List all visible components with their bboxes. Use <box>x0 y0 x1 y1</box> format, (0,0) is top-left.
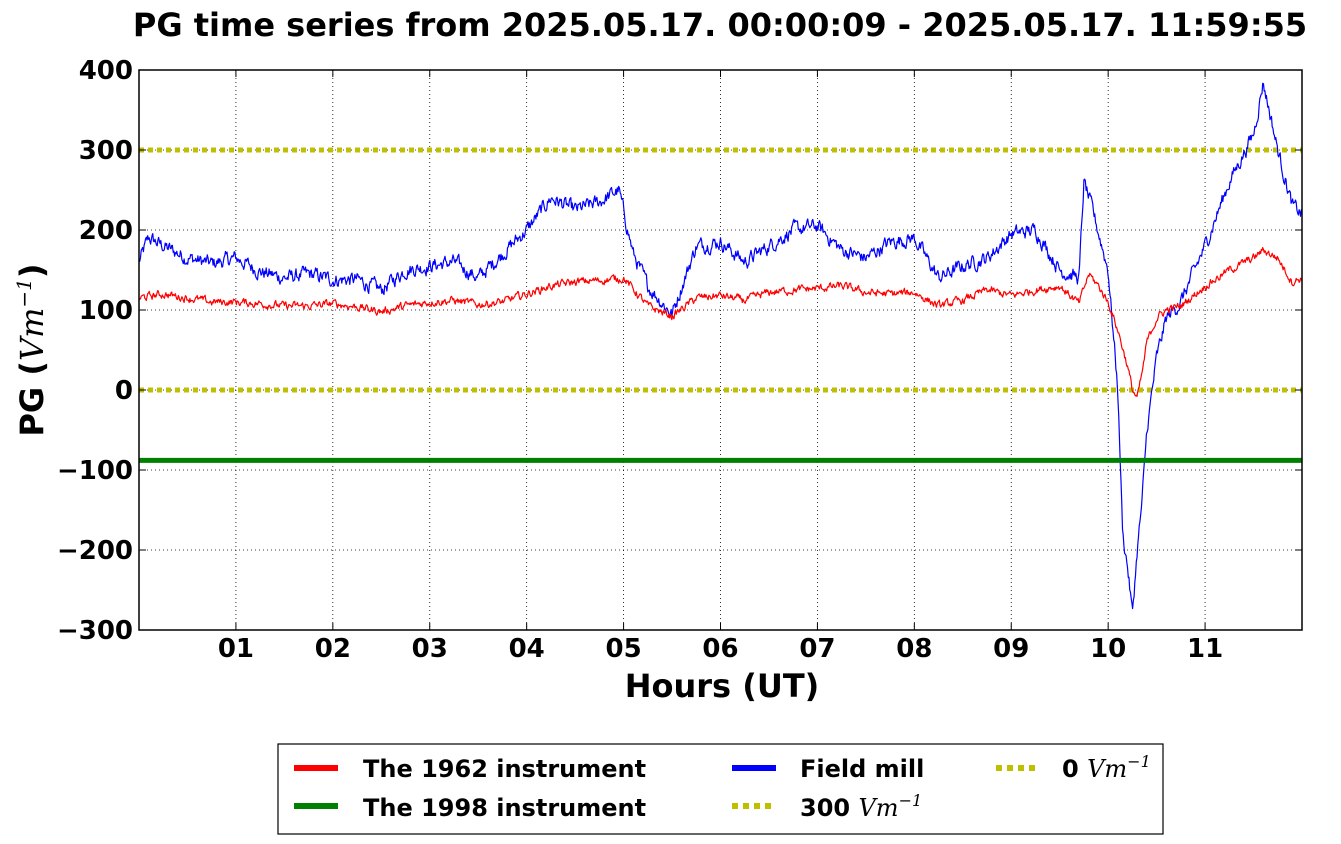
legend: The 1962 instrument The 1998 instrument … <box>277 743 1164 835</box>
legend-300-value: 300 <box>800 794 850 822</box>
y-axis-label-prefix: PG ( <box>13 361 51 436</box>
x-tick-label: 09 <box>993 634 1029 664</box>
series-line-1962 <box>138 247 1303 397</box>
legend-label-0: 0 Vm−1 <box>1062 752 1151 783</box>
legend-label-field-mill: Field mill <box>800 755 924 783</box>
x-tick-label: 08 <box>896 634 932 664</box>
legend-300-exp: −1 <box>899 791 923 810</box>
x-tick-label: 02 <box>315 634 351 664</box>
x-tick-label: 06 <box>702 634 738 664</box>
series-line-field-mill <box>138 82 1303 610</box>
y-axis-label: PG (Vm−1) <box>12 263 51 436</box>
legend-0-unit: Vm <box>1087 755 1127 783</box>
legend-0-exp: −1 <box>1127 752 1151 771</box>
legend-frame <box>277 743 1164 835</box>
y-tick-label: −300 <box>57 616 133 646</box>
legend-label-1962: The 1962 instrument <box>363 755 646 783</box>
x-tick-label: 05 <box>605 634 641 664</box>
y-axis-ticks: −300 −200 −100 0 100 200 300 400 <box>57 56 1302 646</box>
y-axis-label-unit: Vm <box>13 308 51 361</box>
grid-lines <box>139 69 1302 631</box>
y-tick-label: 400 <box>79 56 133 86</box>
x-tick-label: 07 <box>799 634 835 664</box>
x-axis-ticks: 01 02 03 04 05 06 07 08 09 10 11 <box>218 70 1223 664</box>
legend-300-unit: Vm <box>858 794 898 822</box>
y-tick-label: −100 <box>57 456 133 486</box>
y-axis-label-suffix: ) <box>13 263 51 278</box>
y-tick-label: −200 <box>57 536 133 566</box>
x-tick-label: 11 <box>1187 634 1223 664</box>
x-tick-label: 10 <box>1090 634 1126 664</box>
legend-label-300: 300 Vm−1 <box>800 791 922 822</box>
x-tick-label: 04 <box>509 634 545 664</box>
y-tick-label: 200 <box>79 216 133 246</box>
y-tick-label: 300 <box>79 136 133 166</box>
series-lines <box>138 82 1303 610</box>
x-tick-label: 01 <box>218 634 254 664</box>
y-axis-label-exponent: −1 <box>12 278 36 307</box>
y-tick-label: 100 <box>79 296 133 326</box>
chart-title: PG time series from 2025.05.17. 00:00:09… <box>133 6 1307 44</box>
x-axis-label: Hours (UT) <box>625 667 820 705</box>
reference-lines <box>139 147 1302 393</box>
x-tick-label: 03 <box>412 634 448 664</box>
y-tick-label: 0 <box>115 376 133 406</box>
legend-0-value: 0 <box>1062 755 1079 783</box>
legend-label-1998: The 1998 instrument <box>363 794 646 822</box>
